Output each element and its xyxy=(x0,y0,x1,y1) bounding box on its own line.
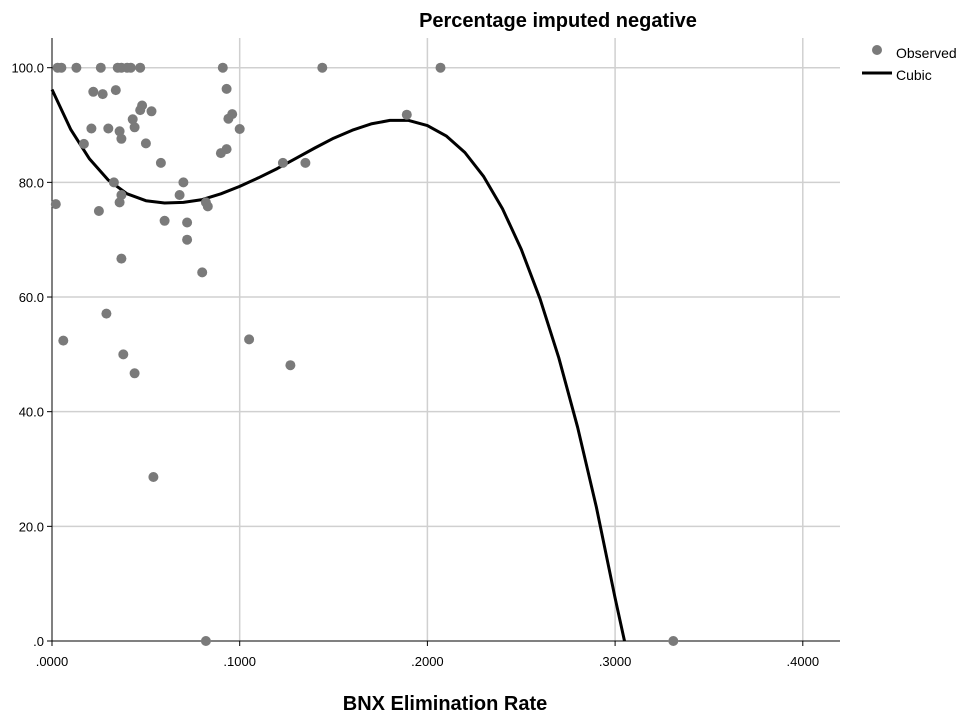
observed-point xyxy=(317,62,328,73)
grid-lines xyxy=(52,38,840,641)
observed-point xyxy=(86,123,97,134)
observed-point xyxy=(215,148,226,159)
x-tick-label: .3000 xyxy=(599,654,632,669)
observed-point xyxy=(174,190,185,200)
observed-point xyxy=(277,157,288,168)
observed-point xyxy=(101,308,112,319)
observed-point xyxy=(108,177,119,188)
observed-point xyxy=(135,105,146,116)
observed-point xyxy=(125,62,136,73)
observed-point xyxy=(95,62,106,73)
observed-point xyxy=(88,86,99,97)
observed-point xyxy=(223,113,234,124)
observed-point xyxy=(97,89,108,100)
observed-point xyxy=(110,85,121,96)
observed-point xyxy=(178,177,189,188)
observed-point xyxy=(93,206,104,216)
observed-point xyxy=(200,636,211,646)
cubic-fit-layer xyxy=(50,88,626,642)
observed-point xyxy=(668,636,679,646)
legend-cubic-label: Cubic xyxy=(896,67,932,83)
observed-point xyxy=(140,138,151,149)
legend: Observed Cubic xyxy=(862,45,957,83)
axes xyxy=(47,38,840,646)
observed-point xyxy=(182,217,193,228)
observed-point xyxy=(197,267,208,278)
tick-labels: .0000 .1000 .2000 .3000 .4000 .0 20.0 40.0 60.0 8… xyxy=(11,61,819,669)
observed-point xyxy=(221,83,232,94)
observed-point xyxy=(116,253,127,264)
observed-point xyxy=(135,62,146,73)
observed-point xyxy=(285,360,296,371)
observed-point xyxy=(217,62,228,73)
x-tick-label: .0000 xyxy=(36,654,69,669)
observed-point xyxy=(78,138,89,149)
y-tick-label: 80.0 xyxy=(19,175,44,190)
observed-point xyxy=(129,368,140,379)
observed-point xyxy=(58,335,69,346)
observed-point xyxy=(129,122,140,133)
y-tick-label: .0 xyxy=(33,634,44,649)
y-tick-label: 100.0 xyxy=(11,61,44,76)
observed-point xyxy=(71,62,82,73)
observed-point xyxy=(435,62,446,73)
observed-point xyxy=(148,472,159,482)
observed-point xyxy=(50,199,61,210)
observed-point xyxy=(202,201,213,212)
x-tick-label: .2000 xyxy=(411,654,444,669)
x-tick-label: .1000 xyxy=(223,654,256,669)
legend-observed-label: Observed xyxy=(896,45,957,61)
observed-point xyxy=(114,197,125,208)
cubic-fit-line xyxy=(50,88,626,642)
y-tick-label: 60.0 xyxy=(19,290,44,305)
observed-point xyxy=(155,157,166,168)
observed-point xyxy=(244,334,255,345)
observed-points-layer xyxy=(50,62,679,646)
x-tick-label: .4000 xyxy=(787,654,820,669)
observed-point xyxy=(127,114,138,125)
observed-point xyxy=(56,62,67,73)
y-tick-label: 20.0 xyxy=(19,519,44,534)
observed-point xyxy=(116,133,127,144)
observed-point xyxy=(159,215,170,226)
chart-title: Percentage imputed negative xyxy=(419,10,697,32)
observed-point xyxy=(234,124,245,134)
observed-point xyxy=(103,123,114,134)
observed-point xyxy=(118,349,129,360)
observed-point xyxy=(146,106,157,117)
y-tick-label: 40.0 xyxy=(19,405,44,420)
observed-point xyxy=(300,157,311,168)
observed-point xyxy=(401,109,412,120)
observed-point xyxy=(182,234,193,245)
legend-observed-marker xyxy=(872,45,882,55)
observed-point xyxy=(114,126,125,137)
x-axis-label: BNX Elimination Rate xyxy=(343,693,547,715)
